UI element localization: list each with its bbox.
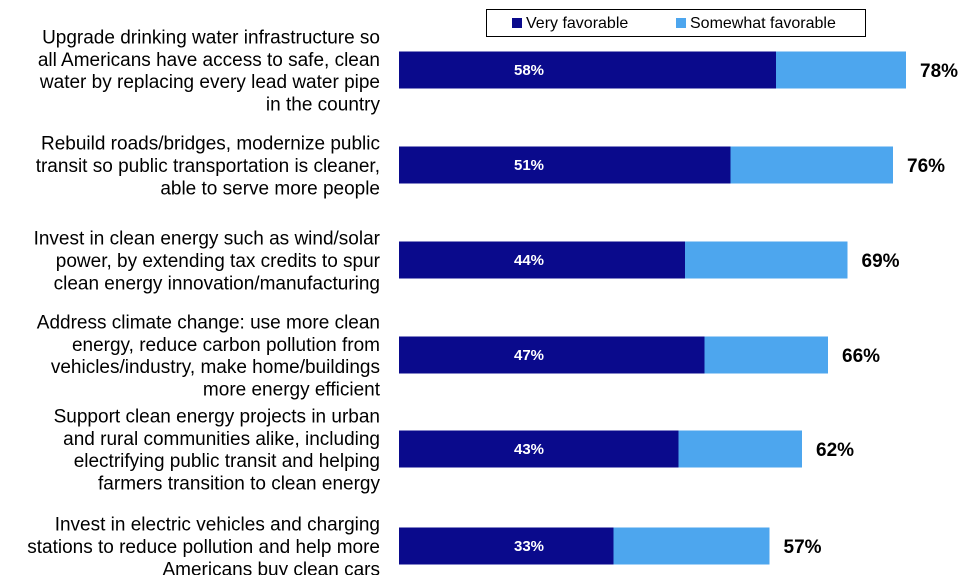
category-label: Address climate change: use more clean en… bbox=[37, 313, 381, 401]
category-label: Rebuild roads/bridges, modernize public t… bbox=[36, 134, 380, 200]
legend: Very favorable Somewhat favorable bbox=[486, 9, 866, 37]
bar-somewhat-favorable bbox=[613, 527, 770, 565]
total-labels: 78% 76% 69% 66% 62% 57% bbox=[784, 61, 959, 558]
total-value-label: 76% bbox=[907, 156, 945, 177]
very-favorable-value-label: 33% bbox=[514, 538, 544, 555]
total-value-label: 66% bbox=[842, 346, 880, 367]
bar-very-favorable bbox=[399, 146, 731, 184]
bar-somewhat-favorable bbox=[685, 241, 848, 279]
bar-somewhat-favorable bbox=[704, 336, 828, 374]
bar-very-favorable bbox=[399, 241, 685, 279]
category-label: Invest in electric vehicles and charging… bbox=[27, 515, 380, 575]
category-label: Upgrade drinking water infrastructure so… bbox=[38, 28, 381, 116]
very-favorable-value-label: 58% bbox=[514, 62, 544, 79]
legend-swatch bbox=[512, 18, 522, 28]
legend-label: Very favorable bbox=[526, 15, 628, 32]
bar-somewhat-favorable bbox=[678, 430, 802, 468]
bars: 58% 51% 44% 47% 43% 33% bbox=[399, 51, 906, 565]
bar-somewhat-favorable bbox=[730, 146, 893, 184]
category-label: Invest in clean energy such as wind/sola… bbox=[34, 229, 381, 295]
very-favorable-value-label: 51% bbox=[514, 157, 544, 174]
very-favorable-value-label: 44% bbox=[514, 252, 544, 269]
very-favorable-value-label: 43% bbox=[514, 441, 544, 458]
category-label: Support clean energy projects in urban an… bbox=[54, 407, 381, 495]
total-value-label: 69% bbox=[862, 251, 900, 272]
bar-very-favorable bbox=[399, 527, 614, 565]
total-value-label: 62% bbox=[816, 440, 854, 461]
bar-very-favorable bbox=[399, 51, 776, 89]
bar-somewhat-favorable bbox=[776, 51, 906, 89]
legend-swatch bbox=[676, 18, 686, 28]
total-value-label: 78% bbox=[920, 61, 958, 82]
very-favorable-value-label: 47% bbox=[514, 347, 544, 364]
legend-label: Somewhat favorable bbox=[690, 15, 836, 32]
category-labels: Upgrade drinking water infrastructure so… bbox=[27, 28, 381, 575]
bar-very-favorable bbox=[399, 336, 705, 374]
bar-very-favorable bbox=[399, 430, 679, 468]
total-value-label: 57% bbox=[784, 537, 822, 558]
